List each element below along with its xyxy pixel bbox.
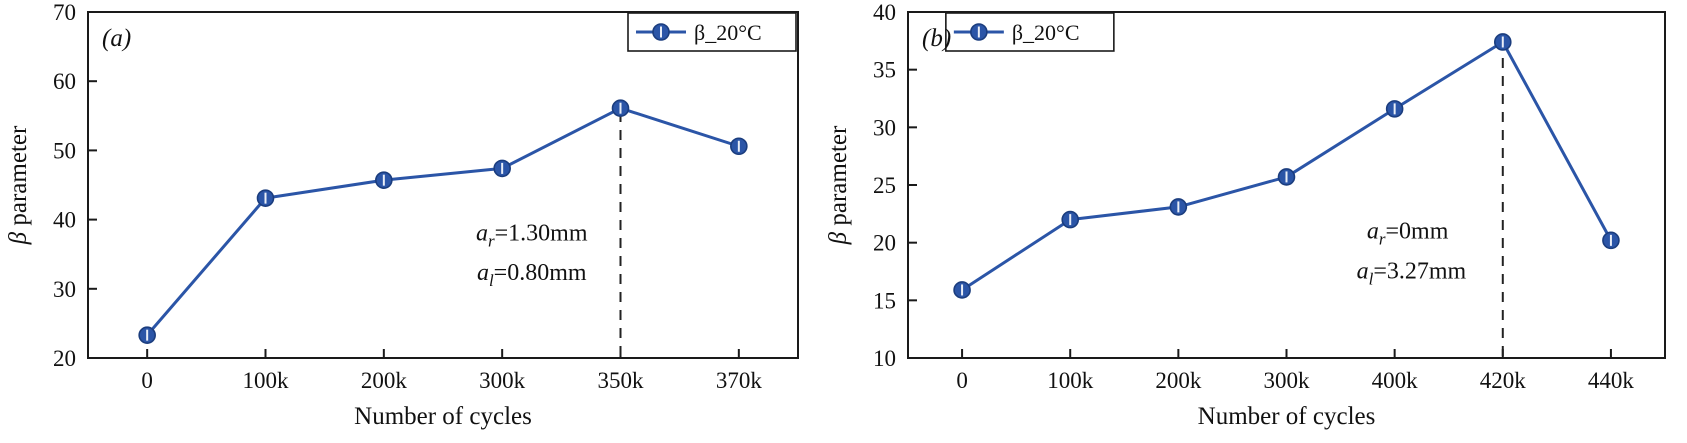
annotation-text: ar=1.30mm xyxy=(476,220,588,250)
series-line xyxy=(961,40,1613,292)
y-tick-label: 40 xyxy=(53,208,76,233)
x-tick-label: 100k xyxy=(1047,368,1094,393)
x-tick-label: 200k xyxy=(361,368,408,393)
y-tick-label: 20 xyxy=(53,346,76,371)
y-tick-label: 40 xyxy=(873,0,896,25)
x-tick-label: 350k xyxy=(598,368,645,393)
x-tick-label: 300k xyxy=(1264,368,1311,393)
x-tick-label: 370k xyxy=(716,368,763,393)
y-tick-label: 20 xyxy=(873,231,896,256)
legend-label: β_20°C xyxy=(1012,20,1080,45)
chart-a-svg: 20 30 40 50 60 70 0 100k 200k 300k 350k 370k β_20°C (… xyxy=(5,0,799,430)
y-tick-label: 30 xyxy=(53,277,76,302)
y-tick-label: 10 xyxy=(873,346,896,371)
annotation-text: al=0.80mm xyxy=(477,260,587,290)
y-tick-label: 50 xyxy=(53,138,76,163)
y-tick-label: 60 xyxy=(53,69,76,94)
x-tick-label: 100k xyxy=(243,368,290,393)
x-tick-label: 440k xyxy=(1588,368,1635,393)
x-tick-label: 200k xyxy=(1155,368,1202,393)
panel-label: (a) xyxy=(102,25,131,52)
legend: β_20°C xyxy=(627,12,797,52)
legend-label: β_20°C xyxy=(694,20,762,45)
chart-panel-a: 20 30 40 50 60 70 0 100k 200k 300k 350k 370k β_20°C (… xyxy=(0,0,820,438)
annotation-text: al=3.27mm xyxy=(1357,258,1467,288)
x-tick-label: 0 xyxy=(956,368,968,393)
y-tick-label: 35 xyxy=(873,58,896,83)
plot-frame xyxy=(907,11,1666,359)
chart-b-svg: 10 15 20 25 30 35 40 0 100k 200k 300k 400k 420k 440k β… xyxy=(825,0,1666,430)
y-tick-label: 30 xyxy=(873,115,896,140)
panel-label: (b) xyxy=(922,25,951,52)
y-tick-label: 70 xyxy=(53,0,76,25)
y-tick-label: 15 xyxy=(873,288,896,313)
annotation-text: ar=0mm xyxy=(1367,219,1449,249)
x-tick-label: 300k xyxy=(479,368,526,393)
x-tick-label: 420k xyxy=(1480,368,1527,393)
legend: β_20°C xyxy=(945,12,1115,52)
plot-frame xyxy=(87,11,799,359)
y-tick-label: 25 xyxy=(873,173,896,198)
x-axis-label: Number of cycles xyxy=(354,403,532,430)
x-tick-label: 400k xyxy=(1372,368,1419,393)
series-line xyxy=(146,106,740,337)
x-tick-label: 0 xyxy=(141,368,153,393)
x-axis-label: Number of cycles xyxy=(1198,403,1376,430)
y-axis-label: β parameter xyxy=(825,125,852,245)
chart-panel-b: 10 15 20 25 30 35 40 0 100k 200k 300k 400k 420k 440k β… xyxy=(820,0,1687,438)
y-axis-label: β parameter xyxy=(5,125,32,245)
